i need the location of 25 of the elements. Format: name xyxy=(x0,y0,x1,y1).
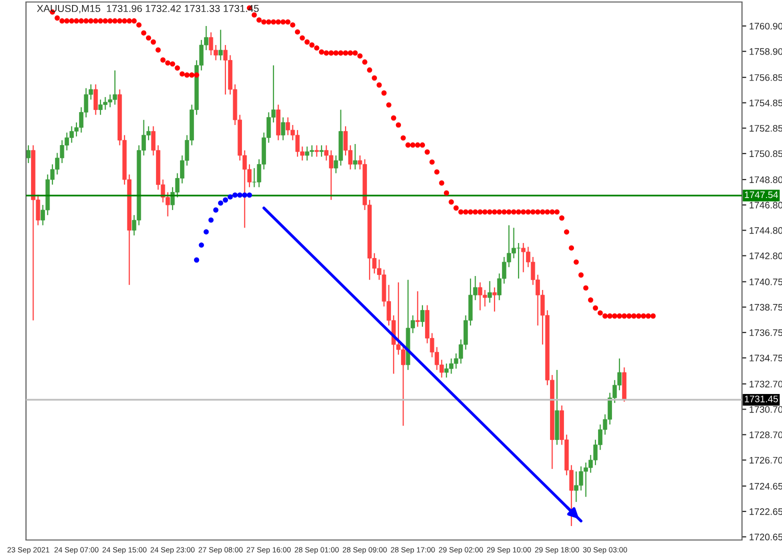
point xyxy=(204,229,209,234)
candlestick xyxy=(416,290,420,328)
point xyxy=(246,192,252,198)
point xyxy=(222,197,228,203)
candlestick xyxy=(94,84,98,116)
point xyxy=(242,192,248,198)
point xyxy=(194,257,200,263)
point xyxy=(213,207,218,213)
candlestick xyxy=(319,144,324,158)
point xyxy=(228,194,233,200)
ref-line-label: 1731.45 xyxy=(744,396,778,402)
point xyxy=(237,192,242,198)
point xyxy=(232,192,238,198)
candlestick xyxy=(488,280,492,304)
point xyxy=(218,200,224,206)
point xyxy=(208,217,214,223)
candlestick xyxy=(492,286,497,312)
candlestick xyxy=(218,29,223,61)
point xyxy=(198,242,204,248)
ref-line-label: 1747.54 xyxy=(744,191,778,198)
candlestick xyxy=(280,116,286,141)
candlestick xyxy=(314,144,319,158)
candlestick xyxy=(420,304,425,328)
candlestick xyxy=(353,143,358,170)
candlestick xyxy=(26,144,31,164)
